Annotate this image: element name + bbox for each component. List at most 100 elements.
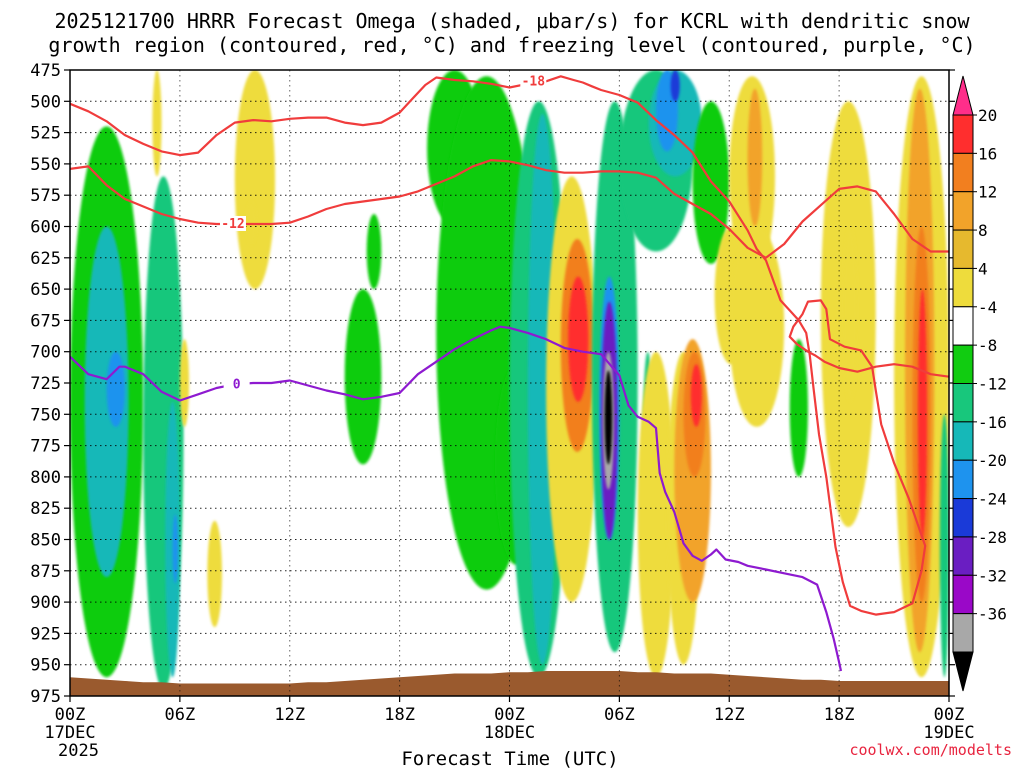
freezing-level-contour-label: 0 xyxy=(233,377,241,392)
colorbar: 20 16 12 8 4 -4 -8 -12 -16 -20 -24 -28 -32 -36 xyxy=(952,75,1007,692)
omega-region-5 xyxy=(172,514,179,584)
omega-shading xyxy=(70,70,949,690)
dgz-contour-0-label: -12 xyxy=(221,217,244,232)
y-tick-label-475: 475 xyxy=(30,61,61,81)
omega-region-2 xyxy=(106,351,125,427)
colorbar-top-arrow xyxy=(952,75,974,116)
omega-region-1 xyxy=(84,226,129,578)
omega-region-40 xyxy=(729,226,785,427)
x-tick-year-0: 2025 xyxy=(58,741,99,761)
omega-region-36 xyxy=(690,364,702,427)
colorbar-tick-11: -28 xyxy=(978,528,1007,547)
colorbar-bin-9 xyxy=(952,459,974,500)
x-tick-label-2: 12Z xyxy=(274,705,305,725)
y-tick-label-675: 675 xyxy=(30,311,61,331)
terrain xyxy=(70,670,949,696)
colorbar-bin-3 xyxy=(952,229,974,269)
x-tick-date-4: 18DEC xyxy=(484,723,535,743)
y-tick-label-950: 950 xyxy=(30,656,61,676)
colorbar-tick-0: 20 xyxy=(978,106,997,125)
dgz-contour-1-label-bg xyxy=(520,73,547,89)
plot-area: -12 -18 0 xyxy=(69,69,950,697)
colorbar-tick-1: 16 xyxy=(978,144,997,163)
colorbar-tick-8: -16 xyxy=(978,413,1007,432)
y-tick-label-775: 775 xyxy=(30,437,61,457)
omega-region-12 xyxy=(366,213,382,290)
y-tick-label-700: 700 xyxy=(30,343,61,363)
y-tick-label-625: 625 xyxy=(30,249,61,269)
site-credit: coolwx.com/modelts xyxy=(849,741,1012,759)
x-tick-date-0: 17DEC xyxy=(44,723,95,743)
omega-region-41 xyxy=(789,339,808,477)
omega-region-43 xyxy=(842,226,858,402)
chart-title-line2: growth region (contoured, red, °C) and f… xyxy=(48,33,975,57)
colorbar-tick-9: -20 xyxy=(978,451,1007,470)
x-tick-label-4: 00Z xyxy=(494,705,525,725)
colorbar-bin-7 xyxy=(952,383,974,423)
colorbar-tick-10: -24 xyxy=(978,490,1007,509)
colorbar-tick-6: -8 xyxy=(978,336,997,355)
dgz-contour-1-label: -18 xyxy=(522,74,546,89)
y-tick-label-525: 525 xyxy=(30,124,61,144)
colorbar-tick-4: 4 xyxy=(978,259,988,278)
x-tick-label-5: 06Z xyxy=(604,705,635,725)
colorbar-tick-12: -32 xyxy=(978,566,1007,585)
dgz-contour-1 xyxy=(70,75,949,616)
contours: -12 -18 0 xyxy=(70,73,949,672)
x-tick-date-8: 19DEC xyxy=(923,723,974,743)
colorbar-bin-5 xyxy=(952,306,974,346)
x-tick-label-0: 00Z xyxy=(55,705,86,725)
colorbar-bin-2 xyxy=(952,191,974,231)
x-tick-label-7: 18Z xyxy=(824,705,855,725)
y-tick-label-900: 900 xyxy=(30,593,61,613)
dgz-contour-0-label-bg xyxy=(219,215,246,231)
y-tick-label-825: 825 xyxy=(30,499,61,519)
colorbar-bin-1 xyxy=(952,152,974,193)
colorbar-tick-5: -4 xyxy=(978,298,997,317)
omega-region-17 xyxy=(527,113,558,665)
y-tick-label-500: 500 xyxy=(30,92,61,112)
x-tick-label-3: 18Z xyxy=(384,705,415,725)
y-tick-label-725: 725 xyxy=(30,374,61,394)
colorbar-tick-13: -36 xyxy=(978,605,1007,624)
colorbar-bin-13 xyxy=(952,613,974,653)
omega-region-30 xyxy=(670,70,680,102)
colorbar-bin-4 xyxy=(952,267,974,308)
omega-region-4 xyxy=(165,401,180,678)
freezing-level-contour-label-bg xyxy=(223,376,250,392)
omega-region-20 xyxy=(568,276,589,402)
colorbar-bin-0 xyxy=(952,114,974,154)
y-tick-label-650: 650 xyxy=(30,280,61,300)
omega-region-32 xyxy=(637,351,675,678)
y-tick-label-875: 875 xyxy=(30,562,61,582)
y-tick-label-800: 800 xyxy=(30,468,61,488)
terrain-fill xyxy=(70,670,949,696)
x-tick-label-8: 00Z xyxy=(934,705,965,725)
omega-region-9 xyxy=(234,70,276,290)
colorbar-tick-3: 8 xyxy=(978,221,988,240)
x-axis-label: Forecast Time (UTC) xyxy=(401,748,618,768)
colorbar-bin-12 xyxy=(952,574,974,615)
omega-region-39 xyxy=(747,88,763,227)
freezing-level-contour xyxy=(70,325,843,672)
y-axis: 475 500 525 550 575 600 625 650 675 700 725 750 775 8… xyxy=(30,61,955,707)
omega-region-48 xyxy=(939,414,949,678)
y-tick-label-975: 975 xyxy=(30,687,61,707)
omega-region-25 xyxy=(604,370,613,465)
y-tick-label-600: 600 xyxy=(30,218,61,238)
x-tick-label-6: 12Z xyxy=(714,705,745,725)
x-tick-label-1: 06Z xyxy=(165,705,196,725)
y-tick-label-750: 750 xyxy=(30,405,61,425)
omega-region-7 xyxy=(207,520,222,628)
colorbar-bottom-arrow xyxy=(952,651,974,692)
colorbar-bin-11 xyxy=(952,536,974,576)
omega-region-6 xyxy=(179,339,190,427)
y-tick-label-850: 850 xyxy=(30,531,61,551)
colorbar-bin-10 xyxy=(952,498,974,538)
y-tick-label-550: 550 xyxy=(30,155,61,175)
colorbar-bin-8 xyxy=(952,421,974,461)
colorbar-tick-7: -12 xyxy=(978,375,1007,394)
dgz-contour-0 xyxy=(70,159,949,259)
